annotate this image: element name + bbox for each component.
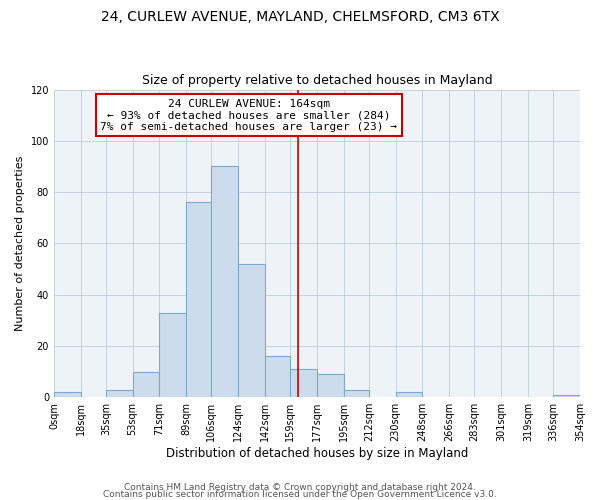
Text: 24 CURLEW AVENUE: 164sqm
← 93% of detached houses are smaller (284)
7% of semi-d: 24 CURLEW AVENUE: 164sqm ← 93% of detach… [100,99,397,132]
Bar [54,392,80,397]
Bar [317,374,344,397]
Bar [160,312,186,397]
Bar [106,390,133,397]
Bar [553,394,580,397]
Text: Contains HM Land Registry data © Crown copyright and database right 2024.: Contains HM Land Registry data © Crown c… [124,484,476,492]
Text: Contains public sector information licensed under the Open Government Licence v3: Contains public sector information licen… [103,490,497,499]
Bar [133,372,160,397]
X-axis label: Distribution of detached houses by size in Mayland: Distribution of detached houses by size … [166,447,468,460]
Bar [396,392,422,397]
Y-axis label: Number of detached properties: Number of detached properties [15,156,25,331]
Bar [344,390,369,397]
Text: 24, CURLEW AVENUE, MAYLAND, CHELMSFORD, CM3 6TX: 24, CURLEW AVENUE, MAYLAND, CHELMSFORD, … [101,10,499,24]
Bar [238,264,265,397]
Title: Size of property relative to detached houses in Mayland: Size of property relative to detached ho… [142,74,492,87]
Bar [211,166,238,397]
Bar [186,202,211,397]
Bar [265,356,290,397]
Bar [290,369,317,397]
